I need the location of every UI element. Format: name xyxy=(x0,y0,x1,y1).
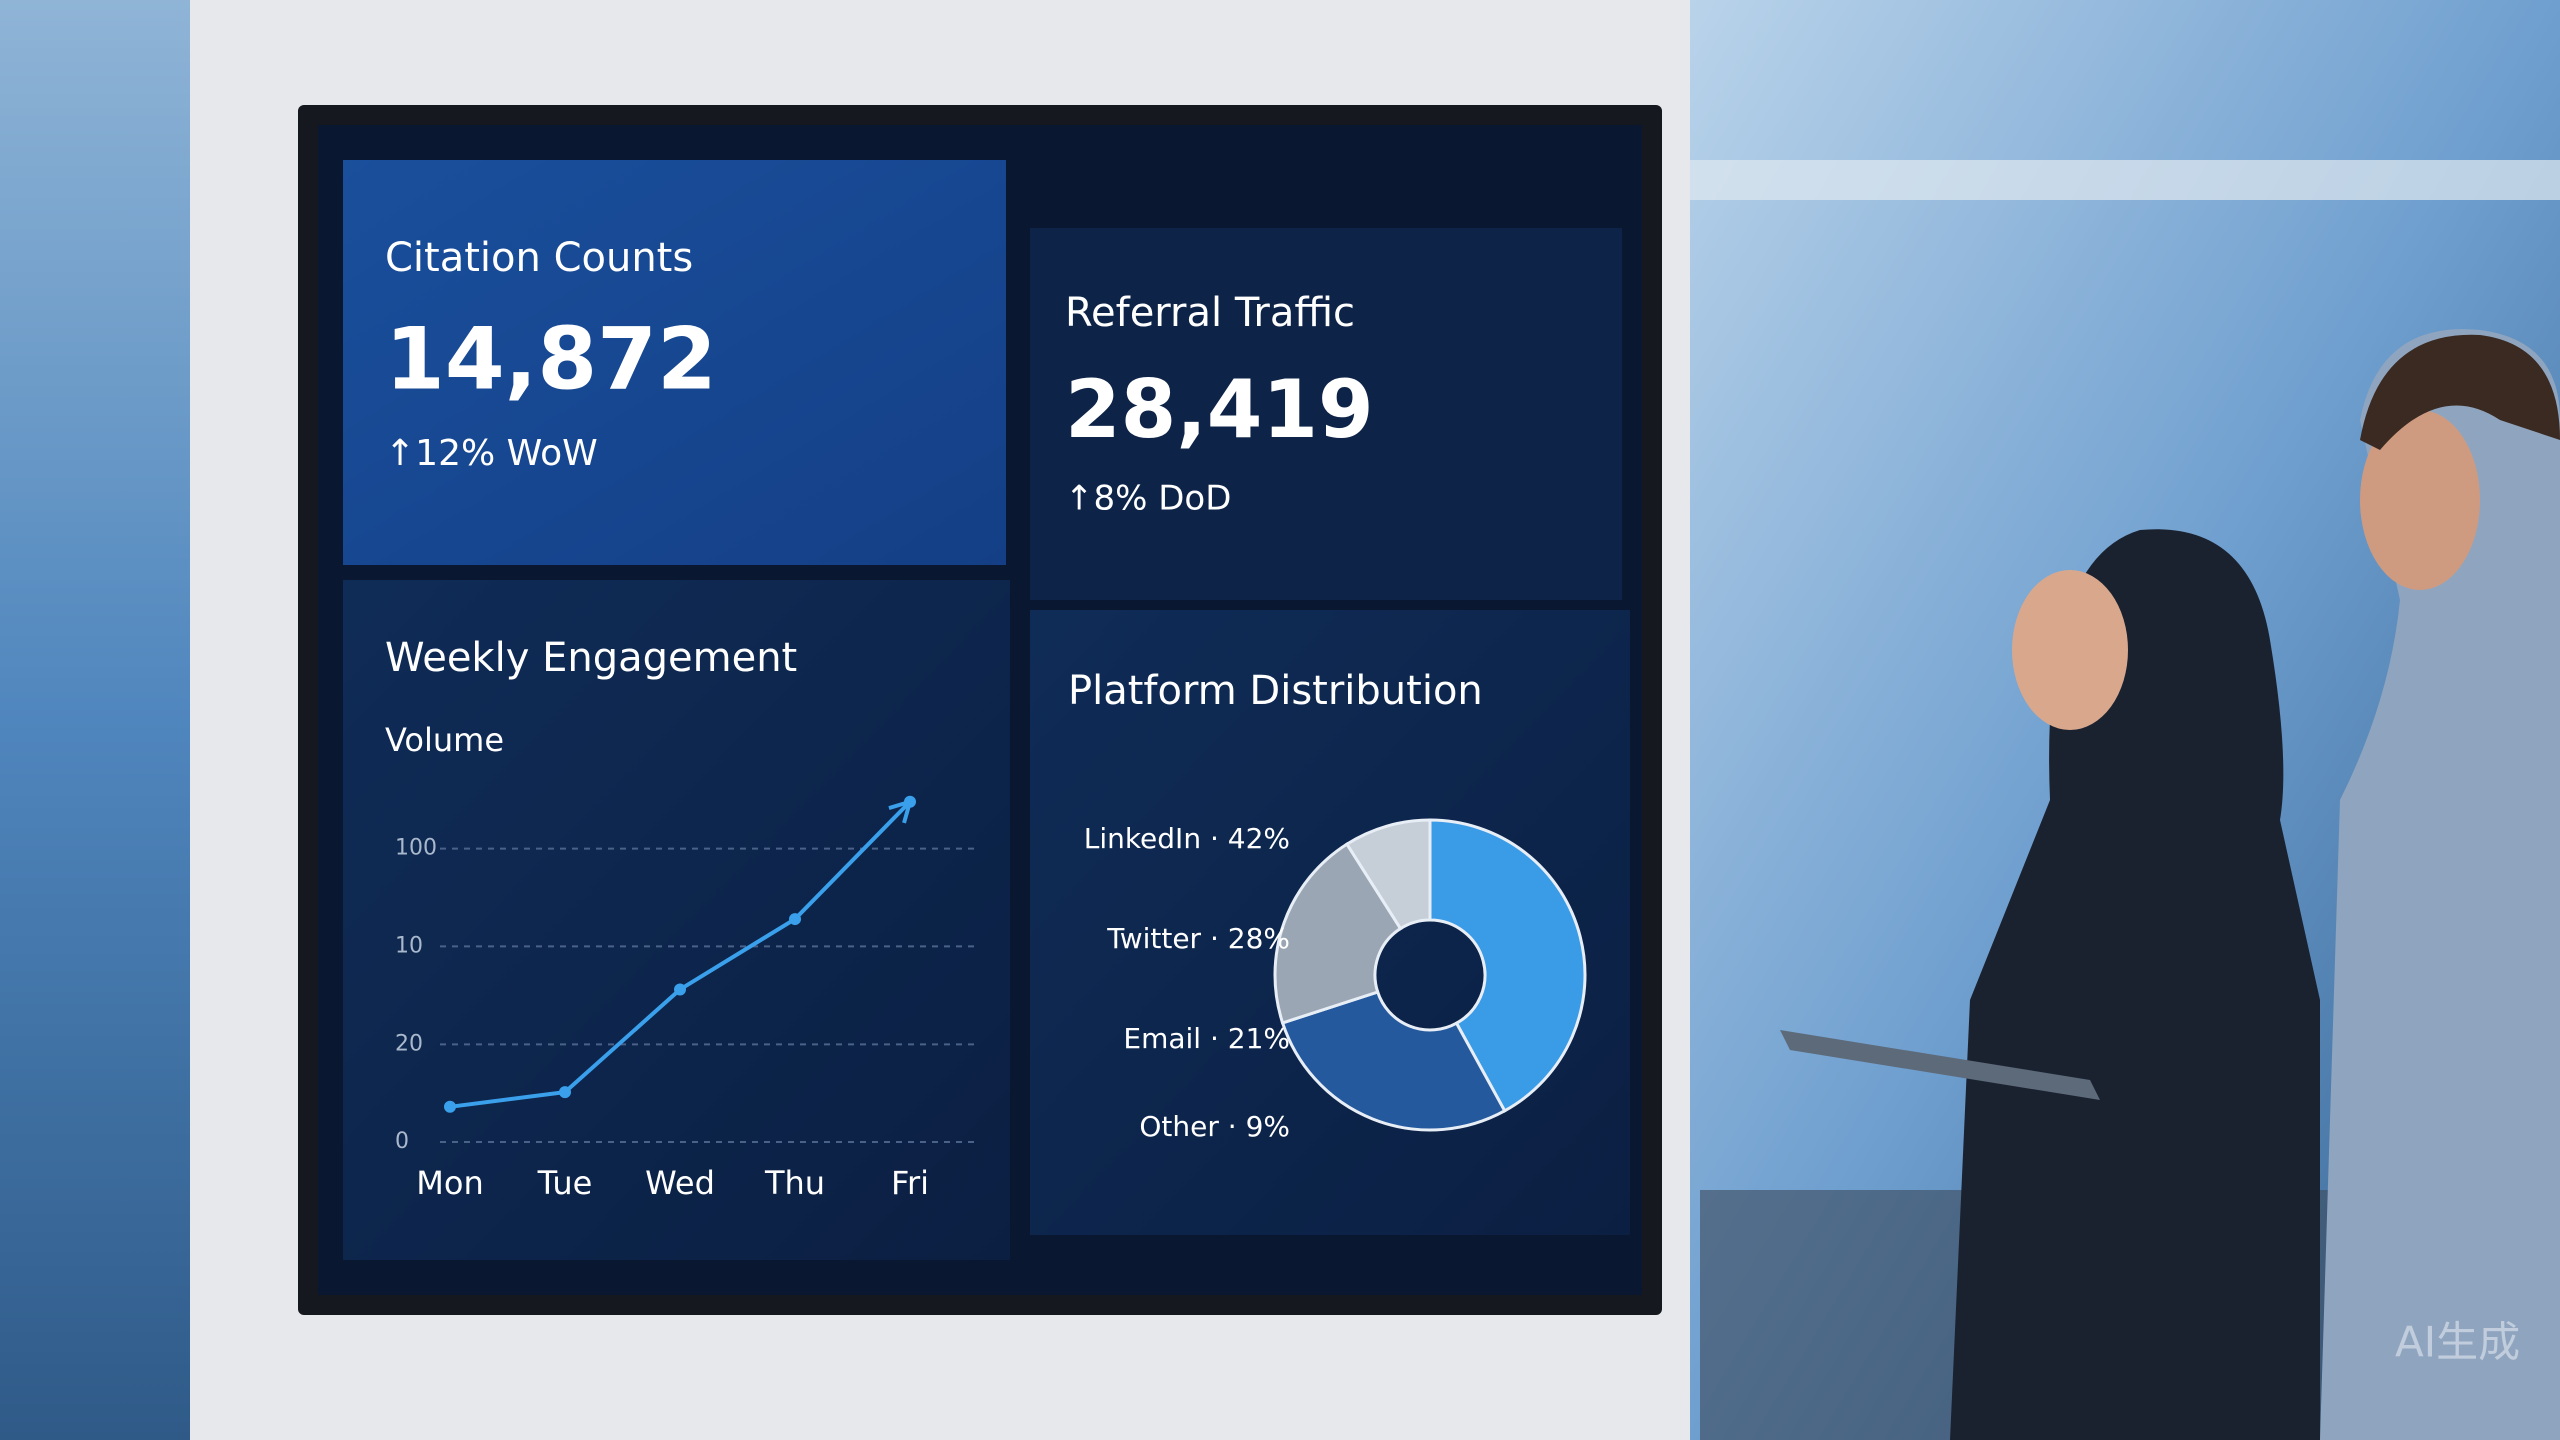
x-tick-label: Mon xyxy=(416,1164,483,1202)
card-title: Citation Counts xyxy=(385,235,693,281)
wedge xyxy=(1280,990,1507,1132)
data-label: Twitter · 28% xyxy=(1106,922,1290,955)
left-window xyxy=(0,0,190,1440)
point xyxy=(904,795,916,808)
man-hair xyxy=(2360,334,2560,450)
wedge xyxy=(1273,842,1403,1025)
man-face xyxy=(2360,410,2480,590)
tablet xyxy=(1780,1030,2100,1100)
x-tick-label: Fri xyxy=(891,1164,929,1202)
x-tick-label: Wed xyxy=(645,1164,715,1202)
panel xyxy=(343,580,1010,1260)
woman-face xyxy=(2012,570,2128,730)
y-tick-label: 10 xyxy=(395,933,423,958)
card-value: 14,872 xyxy=(385,309,717,409)
point xyxy=(789,913,801,926)
y-tick-label: 20 xyxy=(395,1031,423,1056)
point xyxy=(559,1086,571,1099)
card xyxy=(1030,228,1622,600)
wedge xyxy=(1344,818,1432,931)
ceiling-beam xyxy=(1690,160,2560,200)
y-tick-label: 0 xyxy=(395,1129,409,1154)
data-label: LinkedIn · 42% xyxy=(1084,822,1290,855)
card-change: ↑8% DoD xyxy=(1065,479,1231,519)
card-title: Referral Traffic xyxy=(1065,290,1355,336)
card xyxy=(343,160,1006,565)
card-value: 28,419 xyxy=(1065,363,1374,456)
point xyxy=(674,983,686,996)
data-label: Other · 9% xyxy=(1139,1110,1290,1143)
x-tick-label: Tue xyxy=(537,1164,593,1202)
y-axis-label: Volume xyxy=(385,721,504,759)
y-tick-label: 100 xyxy=(395,836,437,861)
woman xyxy=(1950,529,2320,1440)
man xyxy=(2320,329,2560,1440)
watermark: AI生成 xyxy=(2395,1318,2520,1367)
chart-title: Weekly Engagement xyxy=(385,635,797,681)
data-label: Email · 21% xyxy=(1123,1022,1290,1055)
wedge xyxy=(1428,818,1587,1113)
x-tick-label: Thu xyxy=(764,1164,825,1202)
point xyxy=(444,1100,456,1113)
chart-title: Platform Distribution xyxy=(1068,668,1483,714)
card-change: ↑12% WoW xyxy=(385,433,598,474)
